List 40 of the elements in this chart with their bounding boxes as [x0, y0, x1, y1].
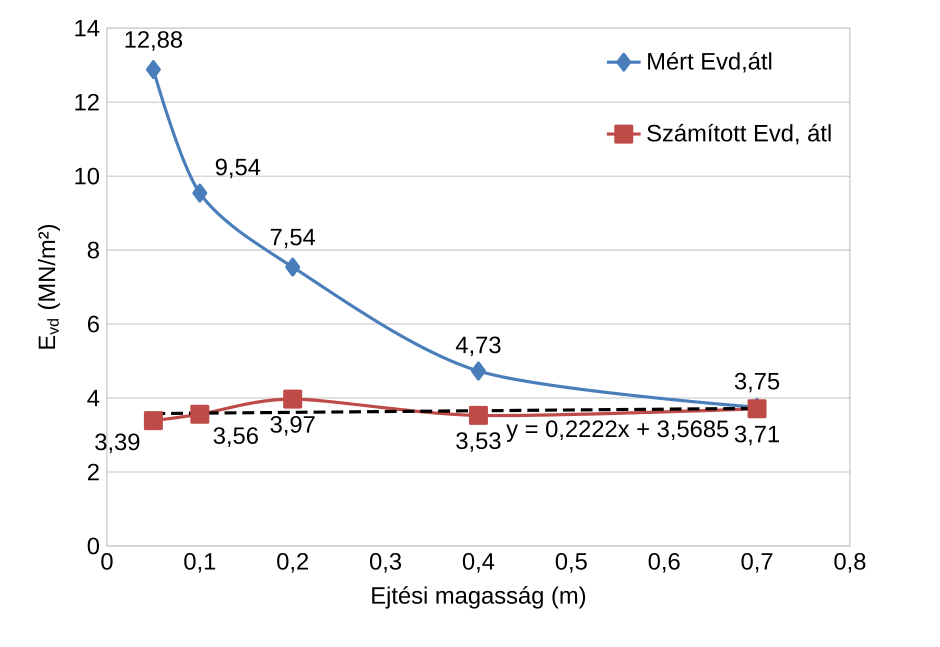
data-label: 3,97: [270, 416, 315, 436]
x-tick-label: 0,1: [184, 552, 216, 572]
point: [144, 410, 163, 430]
y-tick-label: 0: [88, 537, 100, 554]
y-tick-label: 6: [88, 316, 99, 332]
y-tick-label: 2: [88, 464, 99, 480]
data-label: 3,56: [214, 427, 258, 447]
data-label: 3,75: [734, 372, 780, 392]
y-tick-label: 8: [88, 242, 99, 258]
x-tick-label: 0,3: [370, 552, 402, 572]
x-axis-title: Ejtési magasság (m): [372, 586, 586, 608]
point: [192, 183, 208, 202]
y-tick-label: 14: [75, 20, 100, 36]
data-label: 12,88: [125, 30, 182, 51]
legend-label: Számított Evd, átl: [647, 124, 831, 144]
x-tick-label: 0: [101, 552, 113, 570]
point: [285, 257, 300, 276]
annotation: y = 0,2222x + 3,5685: [506, 420, 728, 442]
point: [146, 60, 161, 79]
data-label: 3,39: [95, 433, 140, 453]
data-label: 9,54: [216, 158, 260, 178]
y-tick-label: 4: [87, 390, 100, 406]
x-tick-label: 0,2: [277, 552, 308, 572]
y-tick-label: 10: [75, 168, 100, 184]
legend-label: Mért Evd,átl: [648, 52, 772, 72]
point: [283, 389, 302, 408]
x-tick-label: 0,8: [834, 552, 866, 572]
point: [190, 404, 210, 424]
y-axis-title: E$_{vd}$ (MN/m²): [38, 224, 60, 349]
y-tick-label: 12: [75, 94, 99, 110]
x-tick-label: 0,6: [648, 552, 680, 572]
data-label: 3,71: [734, 425, 779, 446]
x-tick-label: 0,4: [462, 552, 494, 572]
x-tick-label: 0,5: [556, 552, 587, 572]
x-tick-label: 0,7: [741, 552, 772, 572]
data-label: 4,73: [456, 336, 500, 356]
data-label: 7,54: [270, 228, 316, 248]
data-label: 3,53: [456, 432, 500, 452]
point: [470, 361, 486, 380]
point: [468, 406, 488, 425]
